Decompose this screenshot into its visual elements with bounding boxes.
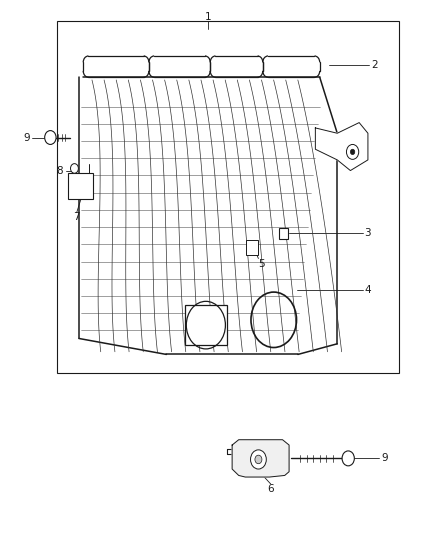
Bar: [185, 305, 227, 345]
Bar: [246, 240, 258, 255]
Text: 9: 9: [381, 454, 388, 463]
Circle shape: [255, 455, 262, 464]
Circle shape: [346, 144, 359, 159]
Text: 2: 2: [371, 60, 378, 70]
Polygon shape: [232, 440, 289, 477]
Circle shape: [251, 450, 266, 469]
Circle shape: [350, 149, 355, 155]
Bar: [279, 228, 288, 239]
Text: 6: 6: [267, 484, 274, 494]
Text: 5: 5: [258, 259, 265, 269]
Bar: [68, 173, 93, 199]
Text: 8: 8: [56, 166, 63, 175]
Polygon shape: [315, 123, 368, 171]
Text: 9: 9: [24, 133, 31, 142]
Circle shape: [342, 451, 354, 466]
Text: 4: 4: [364, 286, 371, 295]
Text: 3: 3: [364, 229, 371, 238]
Bar: [57, 21, 399, 373]
Circle shape: [71, 164, 78, 173]
Text: 1: 1: [205, 12, 212, 22]
Text: 7: 7: [73, 213, 80, 222]
Circle shape: [45, 131, 56, 144]
